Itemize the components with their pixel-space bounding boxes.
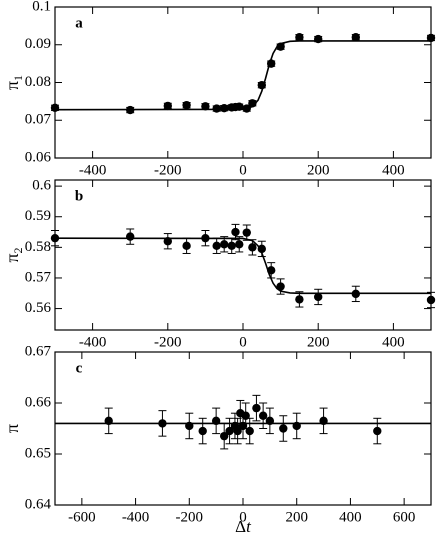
y-tick-label: 0.06 — [25, 149, 52, 165]
panel: -400 -200 0 200 400 0.56 0.57 0.58 0.59 0.6 b π2 — [2, 178, 436, 350]
data-point — [212, 241, 221, 251]
x-tick-label: -200 — [154, 334, 182, 350]
data-point — [295, 33, 304, 42]
panel-label: c — [76, 360, 83, 376]
y-axis-label: π1 — [2, 75, 25, 90]
y-tick-label: 0.59 — [25, 208, 51, 224]
data-point — [50, 103, 60, 112]
x-axis-label-main: Δ — [235, 517, 246, 536]
data-point — [235, 240, 244, 249]
y-axis-label-main: π — [2, 81, 22, 90]
data-point — [182, 100, 191, 110]
data-point — [220, 240, 229, 249]
plot-frame — [54, 179, 432, 331]
panel: -600 -400 -200 0 200 400 600 0.64 0.65 0.66 0.67 c π… — [2, 343, 432, 536]
x-tick-label: 400 — [382, 334, 405, 350]
data-point — [233, 426, 242, 436]
data-point — [426, 295, 436, 305]
data-point — [248, 243, 257, 252]
data-point — [212, 104, 221, 113]
y-axis-label-main: π — [2, 424, 22, 433]
x-tick-label: 600 — [393, 509, 416, 525]
x-axis-label-italic: t — [246, 517, 252, 536]
data-point — [126, 232, 135, 241]
panel-label: b — [75, 188, 83, 204]
y-tick-label: 0.57 — [25, 269, 52, 285]
x-tick-label: 200 — [307, 162, 330, 178]
x-tick-label: 0 — [239, 334, 247, 350]
x-tick-label: 400 — [339, 509, 362, 525]
data-point — [314, 292, 323, 302]
y-tick-label: 0.67 — [25, 343, 52, 359]
data-point — [201, 102, 210, 111]
data-point — [220, 103, 229, 113]
data-point — [163, 101, 172, 111]
x-tick-label: 200 — [307, 334, 330, 350]
x-tick-label: 400 — [382, 162, 405, 178]
data-point — [279, 424, 288, 433]
y-tick-label: 0.56 — [25, 300, 52, 316]
x-tick-label: -400 — [122, 509, 150, 525]
plot-frame — [54, 6, 432, 159]
x-tick-label: -400 — [79, 334, 107, 350]
y-tick-label: 0.6 — [32, 178, 51, 194]
data-point — [198, 426, 207, 436]
data-point — [182, 241, 191, 251]
x-axis-label: Δt — [235, 517, 252, 536]
y-tick-label: 0.65 — [25, 445, 51, 461]
fit-line — [54, 40, 431, 111]
data-point — [252, 403, 261, 413]
y-axis-label-sub: 2 — [11, 247, 25, 253]
x-tick-label: -400 — [79, 162, 107, 178]
x-tick-label: 0 — [239, 162, 247, 178]
data-point — [258, 411, 268, 420]
y-axis-label: π — [2, 424, 22, 433]
y-tick-label: 0.58 — [25, 239, 51, 255]
data-point — [351, 33, 360, 42]
y-tick-label: 0.64 — [25, 496, 52, 512]
data-point — [227, 241, 236, 251]
data-point — [242, 228, 251, 237]
y-tick-label: 0.09 — [25, 36, 51, 52]
panel-label: a — [75, 15, 83, 31]
y-tick-label: 0.08 — [25, 74, 51, 90]
y-axis-label: π2 — [2, 247, 25, 262]
y-axis-label-main: π — [2, 253, 22, 262]
data-point — [245, 426, 254, 436]
data-point — [426, 33, 436, 43]
y-tick-label: 0.1 — [32, 0, 51, 14]
data-point — [225, 426, 234, 436]
fit-line — [54, 237, 431, 295]
data-point — [231, 227, 240, 237]
y-axis-label-sub: 1 — [11, 75, 25, 81]
x-tick-label: -200 — [154, 162, 182, 178]
data-point — [373, 426, 382, 436]
y-tick-label: 0.07 — [25, 112, 52, 128]
data-point — [314, 34, 323, 44]
data-point — [257, 244, 266, 254]
x-tick-label: -600 — [68, 509, 96, 525]
data-point — [220, 431, 229, 441]
data-point — [295, 295, 304, 304]
x-tick-label: -200 — [176, 509, 204, 525]
panel: -400 -200 0 200 400 0.06 0.07 0.08 0.09 0.1 a π1 — [2, 0, 436, 178]
x-tick-label: 200 — [285, 509, 308, 525]
x-tick-label: 0 — [239, 509, 247, 525]
y-tick-label: 0.66 — [25, 394, 52, 410]
